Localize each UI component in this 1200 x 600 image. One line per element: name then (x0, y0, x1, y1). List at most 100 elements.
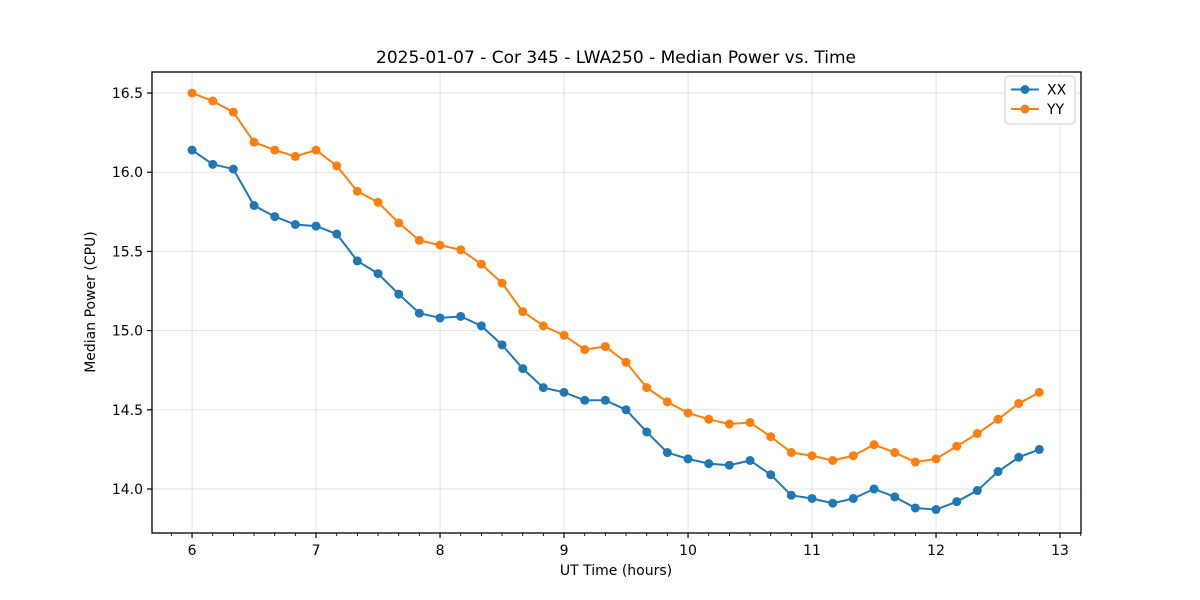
series-XX-marker (435, 313, 445, 323)
series-YY-marker (332, 161, 342, 171)
series-YY-marker (724, 419, 734, 429)
series-YY-marker (807, 451, 817, 461)
series-XX-marker (600, 395, 610, 405)
series-XX-marker (414, 308, 424, 318)
y-tick-label-16.5: 16.5 (112, 86, 143, 102)
series-XX-marker (642, 427, 652, 437)
axes-layer: 6 7 8 9 10 11 12 13 14.0 14.5 15.0 15.5 16.0 16.5 (112, 71, 1082, 559)
series-XX-marker (890, 492, 900, 502)
series-XX-marker (476, 321, 486, 331)
series-XX-marker (290, 220, 300, 230)
series-XX-marker (394, 289, 404, 299)
series-YY-marker (1014, 398, 1024, 408)
x-tick-label-10: 10 (679, 543, 697, 559)
series-XX-marker (704, 459, 714, 469)
series-YY-marker (952, 441, 962, 451)
series-YY-marker (848, 451, 858, 461)
legend-label-YY: YY (1046, 102, 1065, 118)
series-YY-marker (208, 96, 218, 106)
series-YY-marker (993, 414, 1003, 424)
legend-marker-XX (1020, 85, 1030, 94)
series-YY-marker (745, 417, 755, 427)
series-YY-marker (187, 88, 197, 98)
series-YY-marker (828, 455, 838, 465)
series-XX-marker (208, 159, 218, 169)
series-XX-marker (187, 145, 197, 155)
series-XX-marker (931, 505, 941, 515)
series-YY-marker (600, 341, 610, 351)
series-XX-marker (518, 364, 528, 374)
series-YY-marker (394, 218, 404, 228)
series-XX-marker (580, 395, 590, 405)
series-XX-marker (228, 164, 238, 174)
series-XX-marker (807, 493, 817, 503)
series-YY-marker (869, 440, 879, 450)
legend-label-XX: XX (1047, 83, 1067, 99)
series-XX-line (191, 149, 1040, 511)
series-YY-marker (538, 321, 548, 331)
series-XX-marker (352, 256, 362, 266)
series-YY-marker (890, 448, 900, 458)
series-XX-marker (332, 229, 342, 239)
series-YY-marker (662, 397, 672, 407)
series-XX-marker (1014, 452, 1024, 462)
chart-title: 2025-01-07 - Cor 345 - LWA250 - Median P… (376, 48, 856, 68)
legend-layer: XX YY (1004, 75, 1076, 125)
series-XX-marker (621, 405, 631, 415)
series-YY-marker (766, 432, 776, 442)
y-tick-label-14.5: 14.5 (112, 403, 143, 419)
x-tick-label-9: 9 (560, 543, 569, 559)
series-YY-marker (642, 383, 652, 393)
legend-marker-YY (1020, 104, 1030, 114)
series-YY-marker (373, 197, 383, 207)
series-XX-marker (724, 460, 734, 470)
series-YY-marker (580, 345, 590, 355)
series-YY-marker (910, 457, 920, 467)
series-YY-marker (228, 107, 238, 117)
x-tick-label-8: 8 (436, 543, 445, 559)
series-layer (187, 88, 1044, 515)
series-YY-marker (621, 357, 631, 367)
series-YY-marker (683, 408, 693, 418)
series-YY-marker (972, 429, 982, 439)
x-tick-label-6: 6 (188, 543, 197, 559)
series-YY-marker (311, 145, 321, 155)
y-tick-label-15: 15.0 (112, 324, 143, 340)
y-axis-label: Median Power (CPU) (83, 231, 99, 373)
grid-layer (152, 72, 1081, 533)
x-tick-label-13: 13 (1051, 543, 1069, 559)
series-YY-marker (414, 235, 424, 245)
series-YY-marker (704, 414, 714, 424)
series-YY-marker (931, 454, 941, 464)
series-YY-marker (270, 145, 280, 155)
series-XX-marker (538, 383, 548, 393)
series-XX-marker (497, 340, 507, 350)
series-XX-marker (910, 503, 920, 513)
series-YY (187, 88, 1044, 467)
series-XX-marker (662, 448, 672, 458)
series-YY-marker (476, 259, 486, 269)
series-XX-marker (683, 454, 693, 464)
series-XX-marker (745, 455, 755, 465)
series-XX-marker (972, 486, 982, 496)
series-XX-marker (993, 467, 1003, 477)
series-XX-marker (1034, 444, 1044, 454)
legend-entry-XX: XX (1011, 83, 1067, 99)
series-XX-marker (270, 212, 280, 222)
series-XX-marker (786, 490, 796, 500)
series-XX-marker (456, 311, 466, 321)
series-XX-marker (559, 387, 569, 397)
plot-border (151, 71, 1082, 534)
series-YY-marker (290, 151, 300, 161)
series-YY-marker (518, 307, 528, 317)
series-XX-marker (869, 484, 879, 494)
series-YY-marker (249, 137, 259, 147)
series-XX-marker (828, 498, 838, 508)
y-tick-label-16: 16.0 (112, 165, 143, 181)
series-XX-marker (249, 201, 259, 211)
x-axis-label: UT Time (hours) (560, 563, 672, 579)
series-XX (187, 145, 1044, 515)
series-YY-marker (1034, 387, 1044, 397)
